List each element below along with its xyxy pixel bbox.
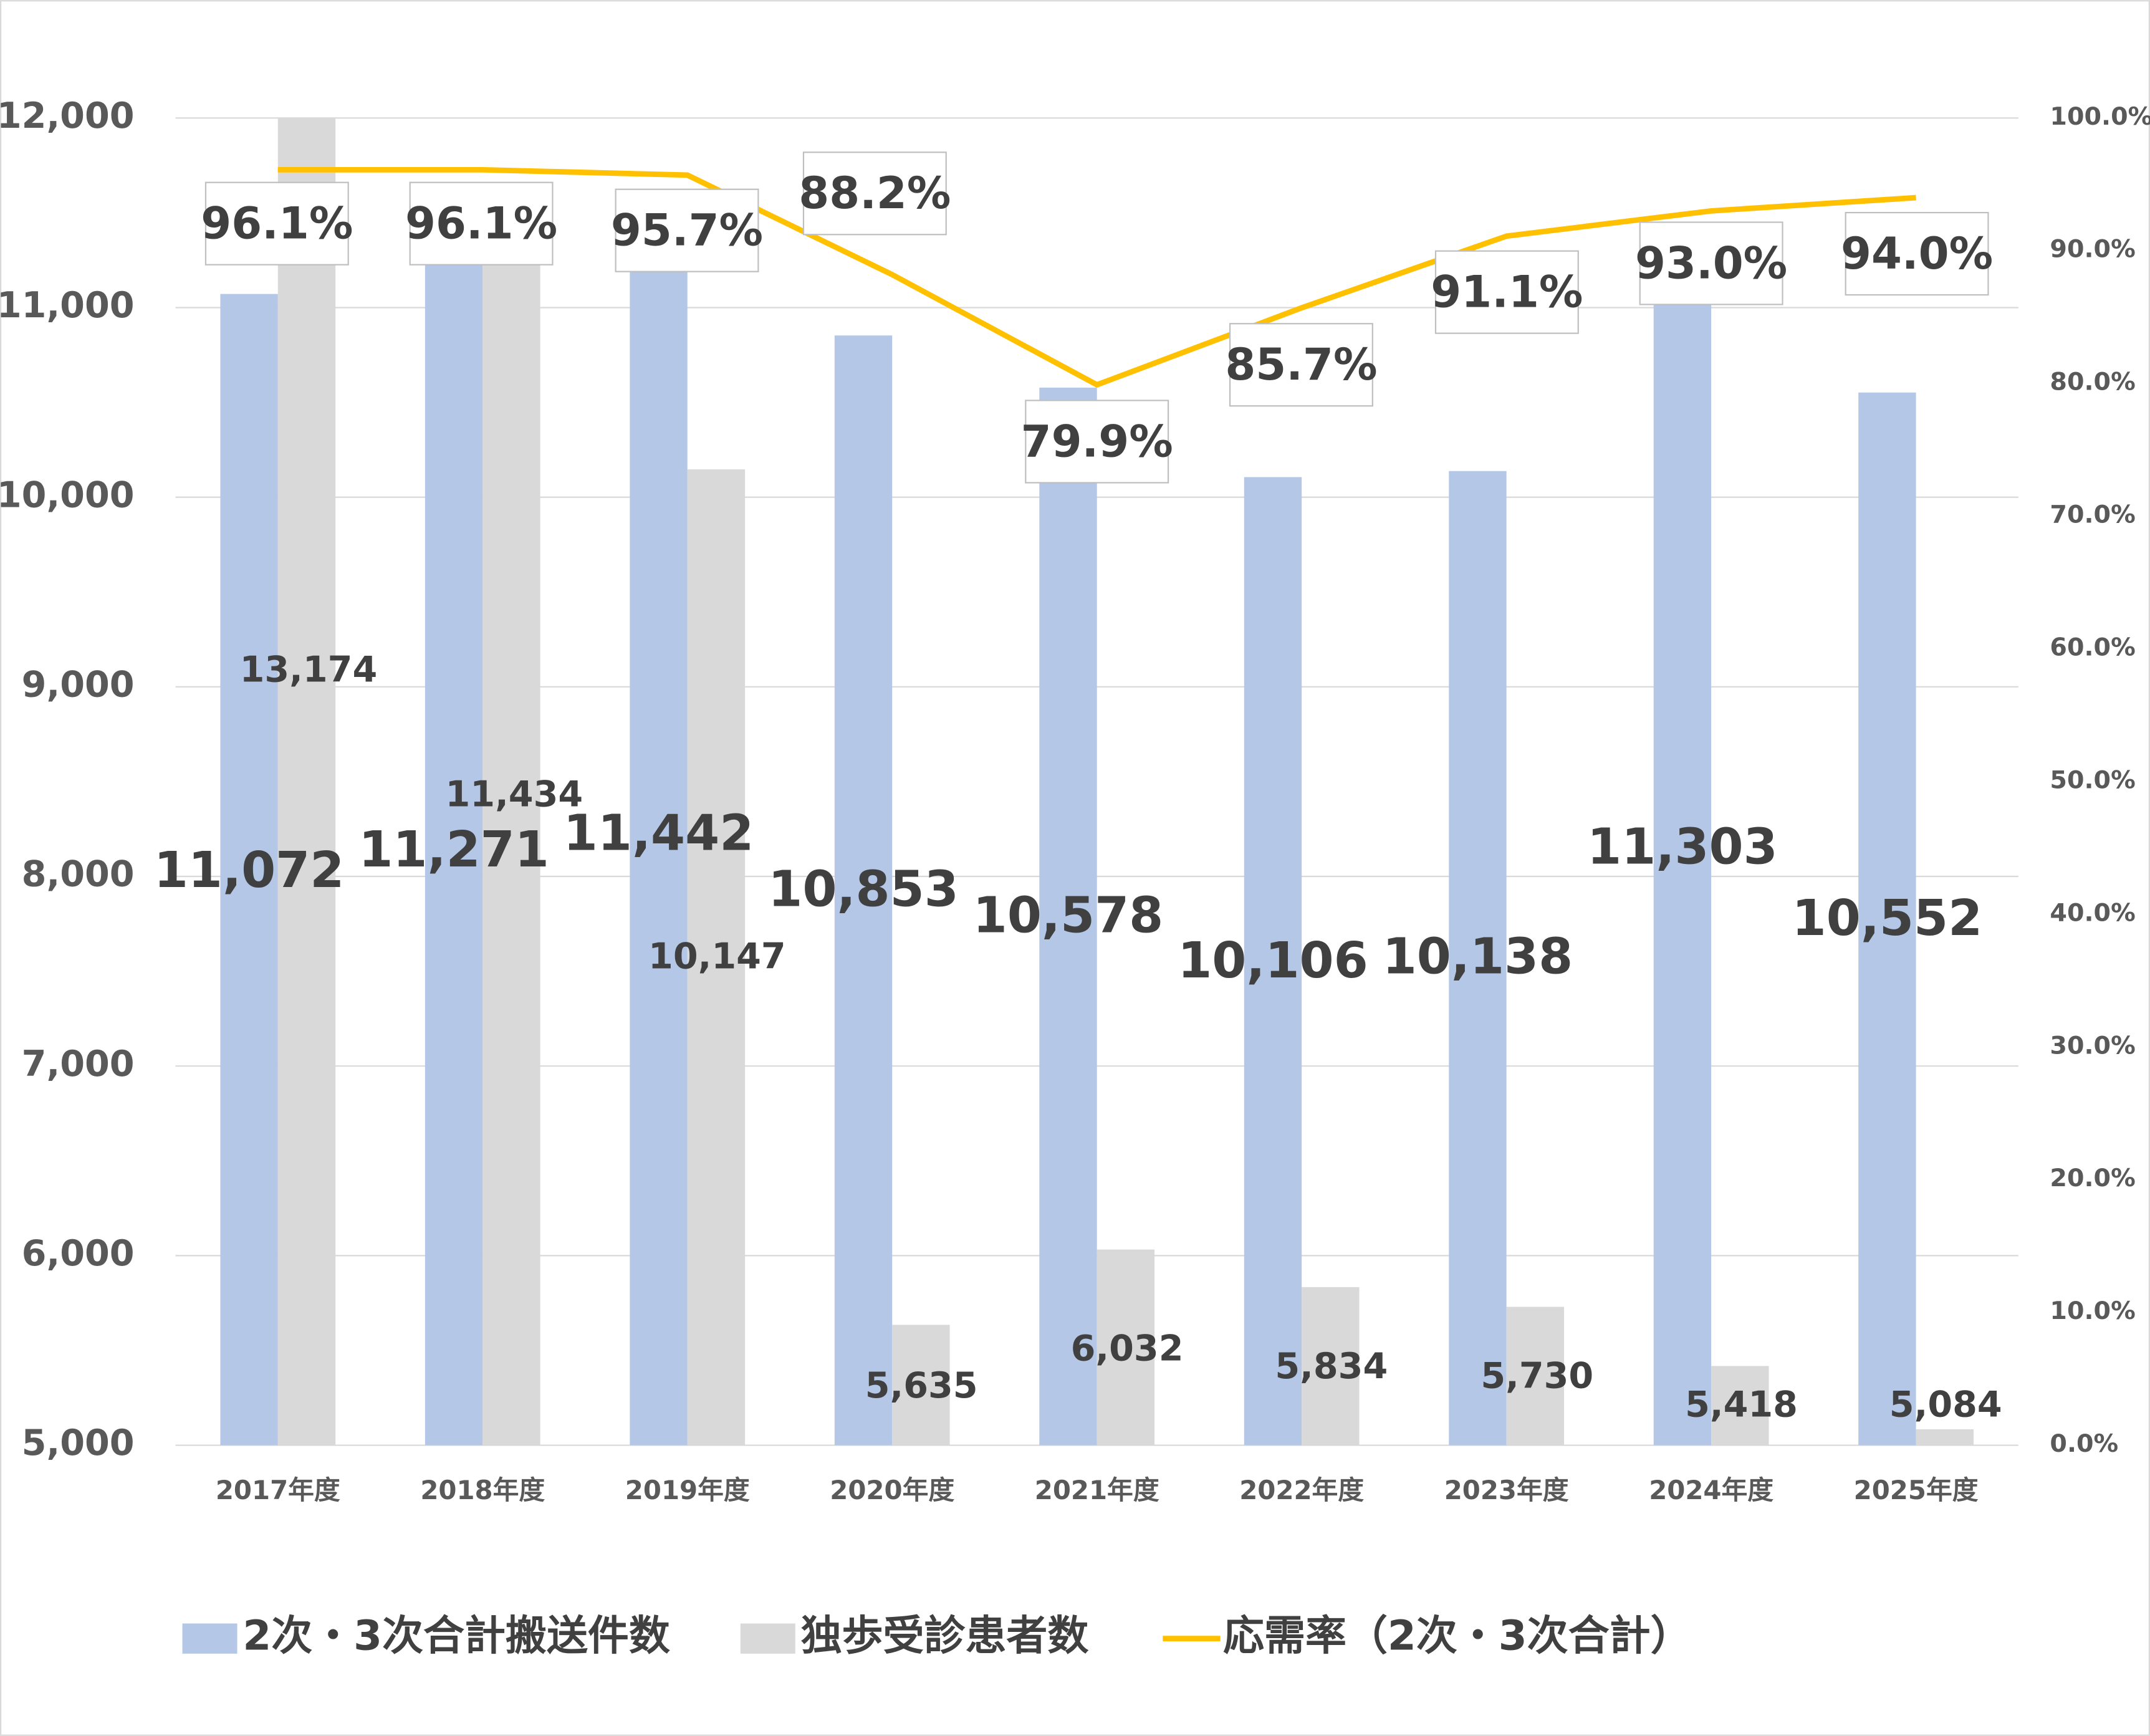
bar bbox=[1858, 392, 1916, 1446]
bar-value-label: 5,635 bbox=[865, 1365, 978, 1406]
y-tick-label: 11,000 bbox=[0, 285, 135, 326]
bar-value-label: 11,271 bbox=[358, 821, 549, 878]
y2-tick-label: 30.0% bbox=[2050, 1031, 2135, 1060]
y2-tick-label: 20.0% bbox=[2050, 1164, 2135, 1192]
bar-value-label: 11,303 bbox=[1587, 818, 1778, 875]
legend-label: 応需率（2次・3次合計） bbox=[1223, 1612, 1691, 1660]
y2-tick-label: 70.0% bbox=[2050, 501, 2135, 529]
x-tick-label: 2025年度 bbox=[1854, 1475, 1979, 1505]
line-value-label: 85.7% bbox=[1225, 339, 1377, 390]
bar-value-label: 5,730 bbox=[1481, 1355, 1593, 1396]
y2-tick-label: 80.0% bbox=[2050, 368, 2135, 396]
x-tick-label: 2019年度 bbox=[625, 1475, 750, 1505]
line-value-label: 96.1% bbox=[405, 198, 557, 249]
bar bbox=[1302, 1287, 1360, 1446]
bar bbox=[1653, 250, 1712, 1446]
line-value-label: 95.7% bbox=[611, 205, 763, 256]
line-value-label: 79.9% bbox=[1021, 416, 1173, 467]
bar bbox=[1097, 1249, 1155, 1446]
y2-tick-label: 0.0% bbox=[2050, 1429, 2118, 1458]
y-tick-label: 6,000 bbox=[22, 1233, 135, 1274]
bar-value-label: 6,032 bbox=[1071, 1328, 1184, 1369]
y-tick-label: 10,000 bbox=[0, 474, 135, 516]
bar bbox=[1916, 1429, 1974, 1446]
bar bbox=[1506, 1307, 1565, 1446]
line-label-box bbox=[1229, 323, 1373, 407]
line-label-box bbox=[1639, 221, 1783, 305]
line-value-label: 93.0% bbox=[1635, 237, 1787, 289]
y2-tick-label: 90.0% bbox=[2050, 235, 2135, 264]
line-label-box bbox=[409, 181, 554, 266]
line-label-box bbox=[615, 188, 759, 272]
line-label-box bbox=[204, 181, 349, 266]
bar-value-label: 5,418 bbox=[1685, 1384, 1798, 1426]
bar-value-label: 10,147 bbox=[648, 936, 786, 977]
line-label-box bbox=[802, 151, 947, 236]
bar bbox=[630, 224, 688, 1446]
bar bbox=[1039, 387, 1097, 1446]
legend-label: 独歩受診患者数 bbox=[801, 1612, 1089, 1660]
y2-tick-label: 10.0% bbox=[2050, 1297, 2135, 1325]
bar-value-label: 11,434 bbox=[446, 774, 583, 815]
y-tick-label: 7,000 bbox=[22, 1043, 135, 1085]
y-tick-label: 8,000 bbox=[22, 854, 135, 895]
x-tick-label: 2017年度 bbox=[216, 1475, 340, 1505]
line-value-label: 91.1% bbox=[1431, 267, 1583, 318]
line-value-label: 94.0% bbox=[1841, 228, 1993, 279]
bar bbox=[482, 225, 540, 1446]
line-label-box bbox=[1845, 211, 1989, 296]
bar-value-label: 10,106 bbox=[1178, 932, 1368, 989]
x-tick-label: 2021年度 bbox=[1035, 1475, 1159, 1505]
line-value-label: 88.2% bbox=[799, 168, 951, 219]
legend-label: 2次・3次合計搬送件数 bbox=[242, 1612, 670, 1660]
bar bbox=[220, 294, 278, 1446]
y-tick-label: 12,000 bbox=[0, 95, 135, 137]
bar-value-label: 10,853 bbox=[768, 861, 959, 918]
bar-value-label: 13,174 bbox=[240, 650, 378, 691]
bar bbox=[687, 469, 746, 1446]
x-tick-label: 2018年度 bbox=[420, 1475, 545, 1505]
y-tick-label: 9,000 bbox=[22, 664, 135, 705]
line bbox=[277, 166, 1916, 388]
line-label-box bbox=[1025, 400, 1169, 484]
y-tick-label: 5,000 bbox=[22, 1422, 135, 1464]
y2-tick-label: 50.0% bbox=[2050, 765, 2135, 794]
line-value-label: 96.1% bbox=[201, 198, 353, 249]
bar-value-label: 11,442 bbox=[564, 804, 754, 861]
overlay: 5,000 6,000 7,000 8,000 9,000 10,000 11,000 12,… bbox=[0, 95, 2150, 1660]
bar-value-label: 10,138 bbox=[1383, 928, 1573, 985]
bar bbox=[1449, 471, 1507, 1446]
y2-tick-label: 60.0% bbox=[2050, 633, 2135, 662]
bar-value-label: 5,834 bbox=[1275, 1346, 1388, 1387]
bar-value-label: 11,072 bbox=[154, 842, 345, 899]
bar-value-label: 10,578 bbox=[973, 886, 1164, 944]
bar-value-label: 5,084 bbox=[1889, 1384, 2002, 1426]
bar bbox=[277, 118, 336, 1446]
x-tick-label: 2020年度 bbox=[830, 1475, 954, 1505]
legend-swatch bbox=[740, 1623, 795, 1654]
bar-value-label: 10,552 bbox=[1792, 890, 1983, 947]
legend-swatch bbox=[182, 1623, 238, 1654]
bar bbox=[425, 256, 483, 1446]
bar bbox=[1711, 1366, 1769, 1446]
x-tick-label: 2022年度 bbox=[1239, 1475, 1364, 1505]
x-tick-label: 2024年度 bbox=[1649, 1475, 1773, 1505]
x-tick-label: 2023年度 bbox=[1444, 1475, 1569, 1505]
line-label-box bbox=[1434, 250, 1579, 334]
bar bbox=[1244, 477, 1302, 1446]
y2-tick-label: 100.0% bbox=[2050, 102, 2150, 131]
bars bbox=[220, 118, 1974, 1446]
y2-tick-label: 40.0% bbox=[2050, 898, 2135, 927]
bar bbox=[834, 335, 893, 1446]
bar bbox=[892, 1325, 950, 1446]
